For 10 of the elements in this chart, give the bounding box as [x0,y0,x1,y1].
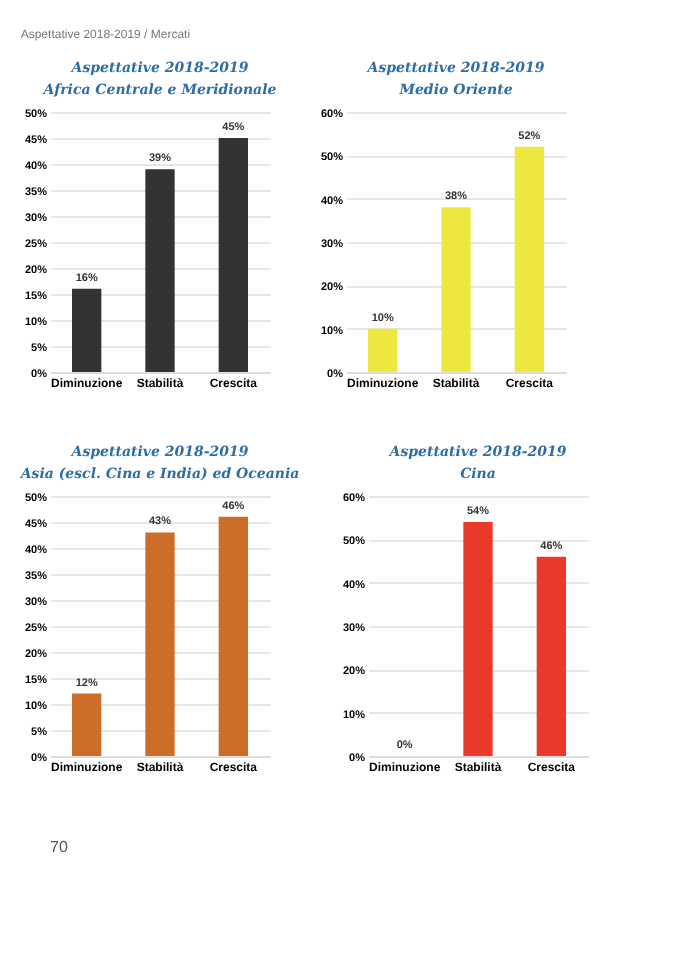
bar [218,138,248,372]
bar [72,693,102,756]
bar [72,288,102,372]
bar [368,328,398,372]
bar [514,146,544,372]
bar [145,169,175,372]
text: 70 [50,838,69,856]
bar [145,532,175,756]
bar [441,207,471,372]
bar [218,516,248,756]
